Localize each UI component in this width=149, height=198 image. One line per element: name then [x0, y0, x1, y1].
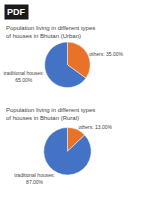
svg-text:traditional houses:87.00%: traditional houses:87.00%	[14, 172, 55, 185]
svg-text:others: 35.00%: others: 35.00%	[89, 51, 123, 57]
svg-text:traditional houses:65.00%: traditional houses:65.00%	[3, 70, 44, 83]
svg-text:Population living in different: Population living in different typesof h…	[6, 107, 95, 121]
svg-text:PDF: PDF	[7, 7, 26, 17]
svg-text:others: 13.00%: others: 13.00%	[78, 124, 112, 130]
svg-text:Population living in different: Population living in different typesof h…	[6, 25, 95, 39]
